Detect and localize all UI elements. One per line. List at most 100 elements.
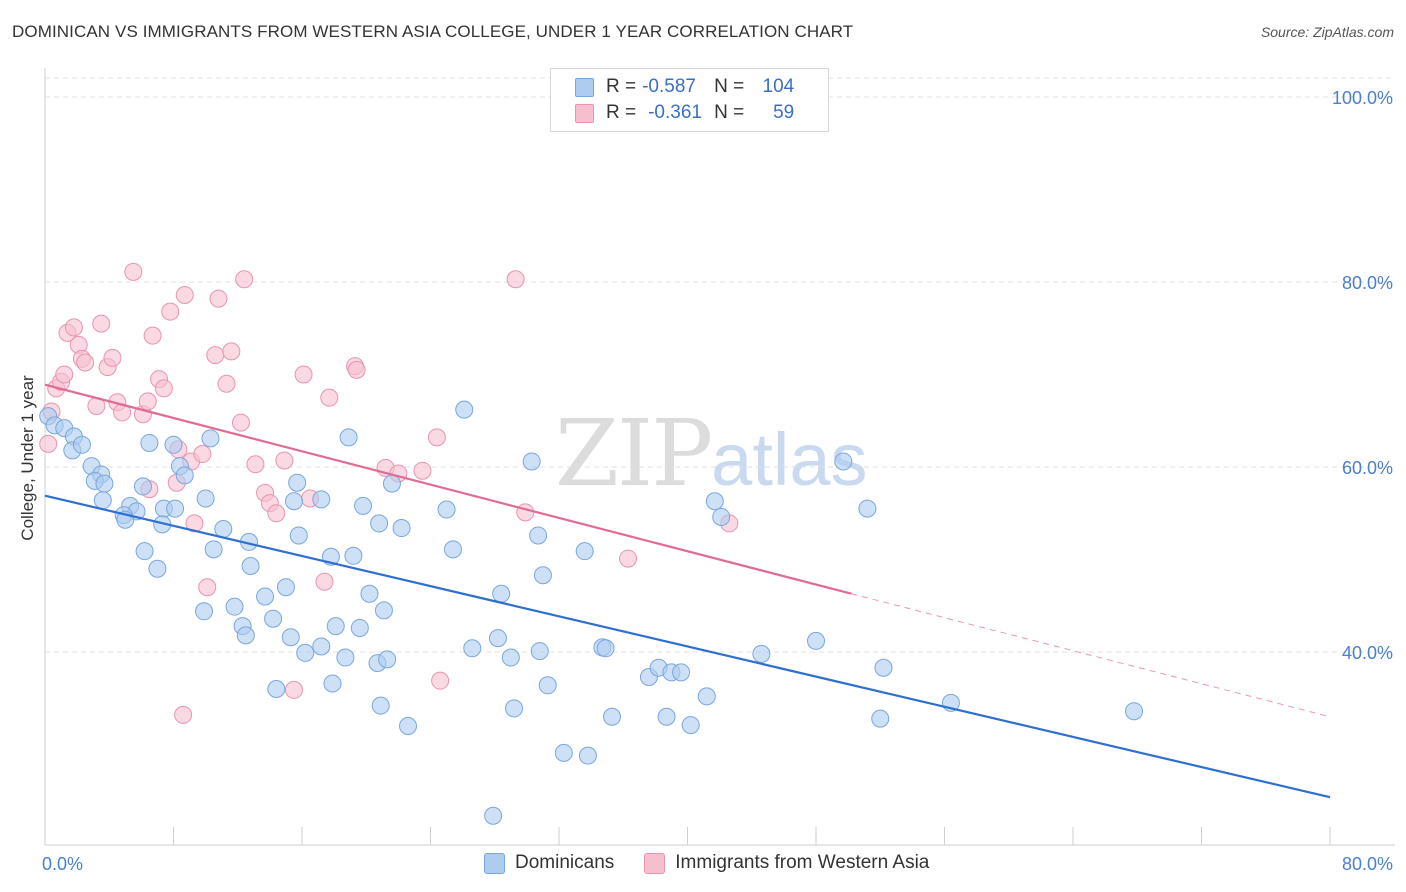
data-point-immigrants	[222, 342, 241, 361]
data-point-dominicans	[657, 707, 676, 726]
data-point-dominicans	[256, 587, 275, 606]
data-point-dominicans	[697, 687, 716, 706]
series-legend: Dominicans Immigrants from Western Asia	[484, 852, 959, 874]
data-point-dominicans	[326, 617, 345, 636]
data-point-immigrants	[427, 428, 446, 447]
data-point-dominicans	[437, 500, 456, 519]
data-point-immigrants	[516, 503, 535, 522]
data-point-immigrants	[175, 285, 194, 304]
data-point-immigrants	[55, 365, 74, 384]
legend-row-dominicans: R = -0.587 N = 104	[575, 74, 794, 100]
data-point-immigrants	[161, 302, 180, 321]
data-point-dominicans	[236, 626, 255, 645]
data-point-dominicans	[164, 435, 183, 454]
data-point-dominicans	[529, 526, 548, 545]
y-tick-label: 60.0%	[1342, 458, 1393, 478]
data-point-immigrants	[64, 318, 83, 337]
data-point-dominicans	[538, 676, 557, 695]
data-point-dominicans	[289, 526, 308, 545]
data-point-immigrants	[246, 455, 265, 474]
data-point-dominicans	[133, 477, 152, 496]
trend-line-immigrants	[44, 383, 852, 595]
data-point-dominicans	[705, 492, 724, 511]
data-point-dominicans	[344, 546, 363, 565]
data-point-dominicans	[296, 643, 315, 662]
data-point-dominicans	[140, 433, 159, 452]
data-point-dominicans	[135, 542, 154, 561]
data-point-immigrants	[431, 671, 450, 690]
data-point-dominicans	[370, 514, 389, 533]
data-point-dominicans	[492, 584, 511, 603]
legend-n-label: N =	[714, 76, 745, 97]
y-tick-label: 100.0%	[1332, 88, 1393, 108]
data-point-immigrants	[619, 549, 638, 568]
data-point-immigrants	[267, 504, 286, 523]
data-point-dominicans	[339, 428, 358, 447]
data-point-dominicans	[533, 566, 552, 585]
data-point-dominicans	[1125, 702, 1144, 721]
legend-r-label: R =	[606, 102, 637, 123]
data-point-dominicans	[443, 540, 462, 559]
legend-label-immigrants: Immigrants from Western Asia	[675, 852, 930, 873]
data-point-dominicans	[488, 629, 507, 648]
data-point-immigrants	[76, 353, 95, 372]
data-point-dominicans	[204, 540, 223, 559]
data-point-dominicans	[281, 628, 300, 647]
data-point-dominicans	[225, 597, 244, 616]
data-point-dominicans	[681, 716, 700, 735]
data-point-dominicans	[603, 707, 622, 726]
data-point-dominicans	[267, 680, 286, 698]
data-point-dominicans	[871, 709, 890, 728]
legend-swatch-immigrants	[644, 852, 666, 874]
data-point-immigrants	[347, 360, 366, 379]
data-point-dominicans	[484, 806, 503, 825]
data-point-dominicans	[752, 644, 771, 663]
data-point-dominicans	[858, 499, 877, 518]
trend-line-dominicans	[44, 494, 1331, 799]
data-point-dominicans	[166, 499, 185, 518]
data-point-immigrants	[284, 680, 303, 699]
data-point-immigrants	[198, 578, 217, 597]
axis-labels: 40.0% 60.0% 80.0% 100.0% 0.0% 80.0% College, U…	[18, 88, 1393, 874]
data-point-dominicans	[807, 631, 825, 650]
data-point-dominicans	[374, 601, 393, 620]
data-point-dominicans	[276, 578, 295, 597]
data-point-dominicans	[350, 618, 369, 637]
data-point-dominicans	[95, 474, 114, 493]
data-point-dominicans	[312, 637, 331, 656]
data-point-dominicans	[72, 435, 91, 454]
legend-n-value-pink: 59	[773, 102, 795, 123]
data-point-dominicans	[360, 584, 379, 603]
data-point-immigrants	[235, 270, 254, 289]
data-point-immigrants	[193, 445, 212, 464]
data-point-immigrants	[143, 326, 162, 345]
data-point-dominicans	[455, 400, 474, 419]
data-point-immigrants	[154, 379, 173, 398]
data-point-dominicans	[354, 496, 373, 515]
data-point-dominicans	[378, 650, 397, 669]
legend-r-label: R =	[606, 76, 637, 97]
x-tick-label-min: 0.0%	[42, 854, 83, 874]
legend-r-value-blue: -0.587	[642, 76, 696, 97]
legend-r-value-pink: -0.361	[648, 102, 702, 123]
data-point-dominicans	[672, 663, 691, 682]
data-point-dominicans	[93, 491, 112, 510]
data-point-dominicans	[214, 519, 233, 538]
data-point-immigrants	[92, 314, 111, 333]
trend-lines	[44, 383, 1331, 799]
y-tick-label: 40.0%	[1342, 643, 1393, 663]
data-point-dominicans	[874, 658, 893, 677]
legend-label-dominicans: Dominicans	[515, 852, 615, 873]
data-point-immigrants	[185, 514, 204, 533]
legend-swatch-dominicans	[484, 852, 505, 874]
legend-n-value-blue: 104	[762, 76, 795, 97]
data-point-dominicans	[530, 642, 549, 661]
data-point-dominicans	[392, 519, 411, 538]
data-point-dominicans	[501, 648, 520, 667]
data-point-dominicans	[284, 492, 303, 511]
data-point-dominicans	[148, 559, 167, 578]
legend-row-immigrants: R = -0.361 N = 59	[575, 100, 794, 126]
data-point-dominicans	[399, 717, 418, 735]
trend-line-immigrants-extension	[851, 593, 1331, 718]
